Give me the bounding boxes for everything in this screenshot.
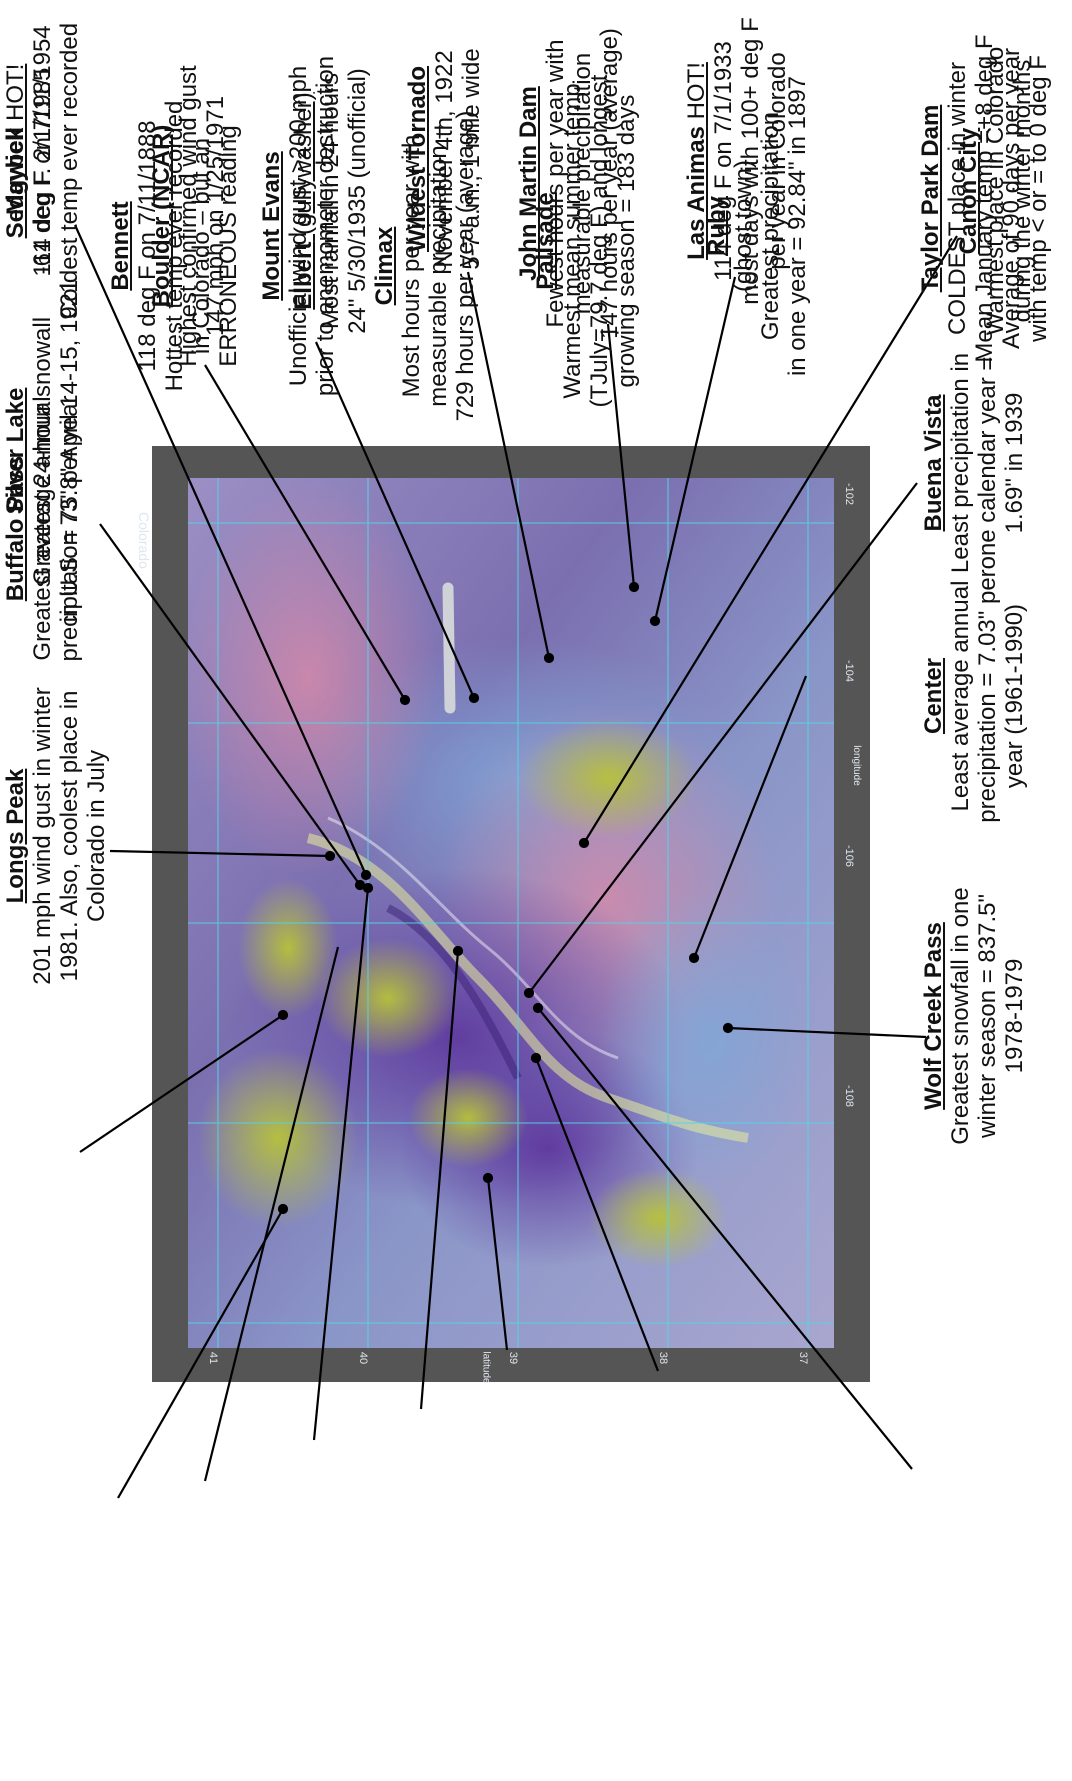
annotation-bennett: Bennett 118 deg F on 7/11/1888 Hottest t… — [107, 100, 242, 392]
annotation-sedgwick: Sedgwick HOT! 114 deg F on 7/11/1954 — [2, 25, 56, 277]
annotation-tornado: Wildest Tornado November 4th, 1922 5-7 a… — [404, 48, 485, 270]
annotation-silver-lake: Silver Lake Greatest 24-hour snowall in … — [2, 279, 83, 623]
annotation-elbert: Elbert (gullywasher) Most rainfall in 24… — [290, 68, 371, 334]
annotation-wolf-creek: Wolf Creek Pass Greatest snowfall in one… — [920, 887, 1028, 1145]
annotation-longs-peak: Longs Peak 201 mph wind gust in winter 1… — [2, 687, 110, 985]
annotation-canon-city: Canon City Warmest place in Colorado dur… — [955, 46, 1036, 336]
annotation-john-martin: John Martin Dam Fewest hours per year wi… — [515, 28, 623, 339]
annotation-las-animas: Las Animas HOT! 114 deg F on 7/1/1933 mo… — [683, 17, 791, 305]
